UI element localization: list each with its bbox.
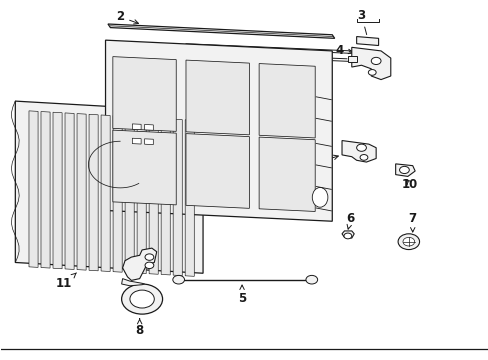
Polygon shape [161,118,170,275]
Polygon shape [149,118,158,274]
Text: 1: 1 [72,138,102,150]
Polygon shape [395,164,414,176]
Polygon shape [113,116,122,272]
Polygon shape [137,117,146,274]
Circle shape [122,284,162,314]
Text: 8: 8 [135,319,143,337]
Polygon shape [259,64,315,138]
Polygon shape [341,231,353,238]
Text: 2: 2 [116,10,138,24]
Circle shape [370,57,380,64]
Text: 4: 4 [335,44,352,57]
Polygon shape [15,101,203,273]
Polygon shape [29,111,38,267]
Polygon shape [77,114,86,270]
Polygon shape [113,57,176,131]
Text: 3: 3 [357,9,366,35]
Circle shape [356,144,366,151]
Polygon shape [65,113,74,269]
Text: 10: 10 [401,178,418,191]
Text: 6: 6 [346,212,354,229]
Polygon shape [125,116,134,273]
Text: 5: 5 [238,285,245,305]
Circle shape [397,234,419,249]
Polygon shape [347,56,356,62]
Ellipse shape [312,188,327,207]
Circle shape [172,275,184,284]
Polygon shape [53,112,62,269]
Text: 9: 9 [305,155,338,171]
Circle shape [145,254,154,260]
Polygon shape [101,115,110,271]
Polygon shape [122,279,144,286]
Polygon shape [108,24,334,39]
Circle shape [399,166,408,174]
Polygon shape [259,137,315,211]
Polygon shape [113,130,176,205]
Polygon shape [122,248,157,280]
Polygon shape [132,138,141,144]
Polygon shape [185,60,249,135]
Polygon shape [173,119,182,276]
Circle shape [145,262,154,269]
Circle shape [305,275,317,284]
Polygon shape [356,37,378,45]
Text: 7: 7 [408,212,416,232]
Polygon shape [185,120,194,276]
Circle shape [343,233,351,239]
Polygon shape [89,114,98,271]
Polygon shape [144,125,153,130]
Circle shape [359,154,367,160]
Polygon shape [144,139,153,145]
Text: 11: 11 [56,273,76,291]
Circle shape [402,237,414,246]
Polygon shape [132,124,141,130]
Polygon shape [105,40,331,221]
Circle shape [367,69,375,75]
Polygon shape [185,134,249,208]
Polygon shape [341,140,375,162]
Circle shape [130,290,154,308]
Polygon shape [351,47,390,80]
Polygon shape [41,112,50,268]
